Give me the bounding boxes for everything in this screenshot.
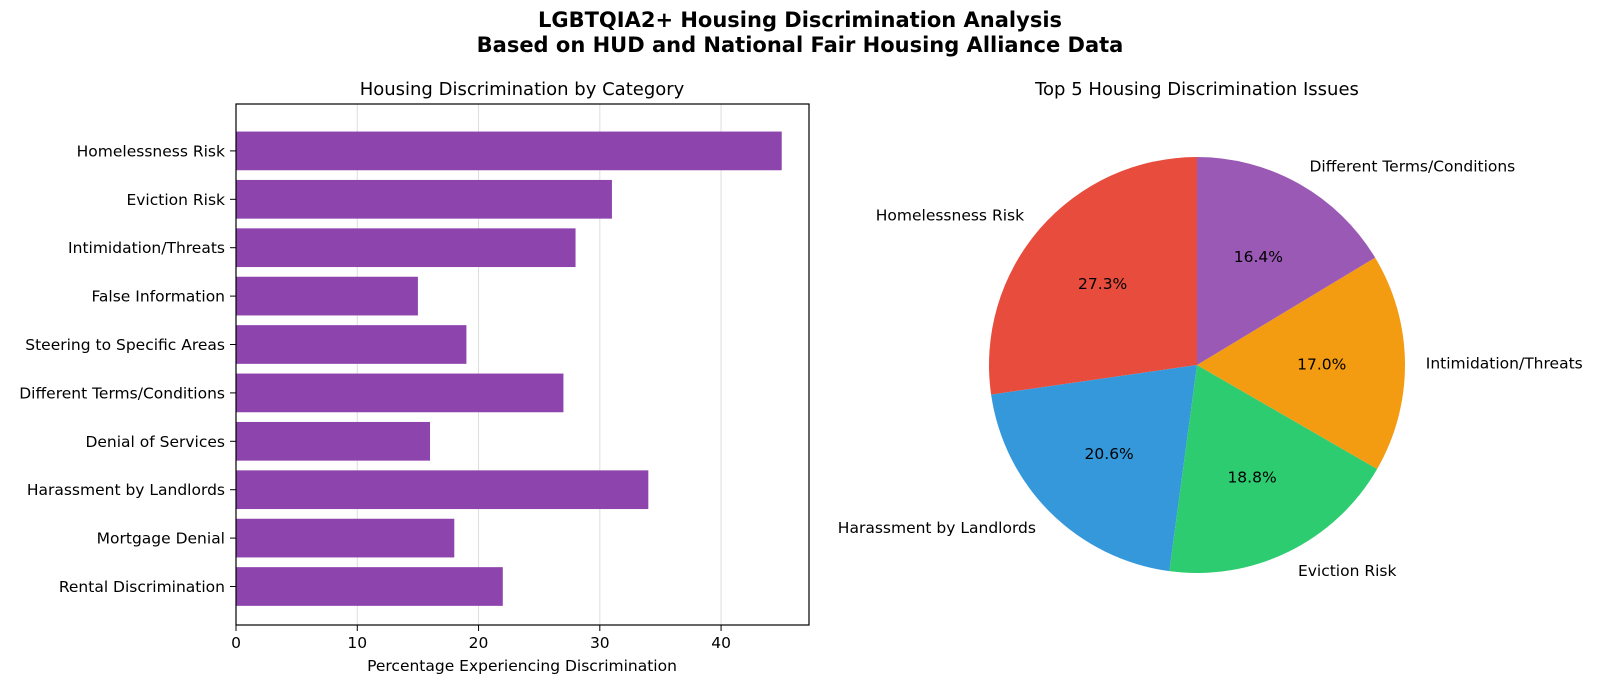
bar-chart-category-label: Homelessness Risk [77,142,225,160]
pie-chart: Top 5 Housing Discrimination Issues 27.3… [838,79,1583,580]
bar-chart-category-label: Eviction Risk [126,191,225,209]
bar-intimidation-threats [236,228,576,268]
figure-title: LGBTQIA2+ Housing Discrimination Analysi… [0,8,1600,58]
bar-chart-category-label: Mortgage Denial [97,530,225,548]
bar-chart-x-axis-label: Percentage Experiencing Discrimination [367,657,677,675]
pie-slice-eviction-risk [1169,365,1378,573]
bar-mortgage-denial [236,518,455,558]
bar-chart-category-label: Steering to Specific Areas [25,336,225,354]
bar-chart-x-tick-label: 40 [711,634,731,652]
bar-chart-bars [236,131,782,606]
pie-percent-label: 27.3% [1078,275,1127,293]
bar-chart-category-label: Denial of Services [85,433,225,451]
bar-different-terms-conditions [236,373,564,413]
figure-title-line-1: LGBTQIA2+ Housing Discrimination Analysi… [537,8,1063,32]
bar-chart-x-ticks: 0 10 20 30 40 [231,625,731,652]
bar-homelessness-risk [236,131,782,171]
bar-chart-category-label: Different Terms/Conditions [19,384,225,402]
bar-chart-x-tick-label: 20 [469,634,489,652]
bar-rental-discrimination [236,567,503,606]
bar-chart-frame [235,103,810,626]
pie-percent-label: 17.0% [1297,355,1346,373]
bar-chart-x-tick-label: 0 [231,634,241,652]
pie-chart-labels: 27.3% Homelessness Risk 20.6% Harassment by… [838,157,1583,580]
pie-slice-homelessness-risk [988,157,1197,395]
pie-percent-label: 20.6% [1085,445,1134,463]
bar-chart: Housing Discrimination by Category Renta… [19,79,810,675]
pie-category-label: Homelessness Risk [876,207,1024,225]
pie-percent-label: 18.8% [1227,468,1276,486]
pie-percent-label: 16.4% [1234,248,1283,266]
pie-category-label: Intimidation/Threats [1426,354,1583,372]
bar-chart-x-tick-label: 30 [590,634,610,652]
bar-steering-to-specific-areas [236,325,467,364]
bar-chart-category-label: Intimidation/Threats [68,239,225,257]
bar-chart-category-label: Harassment by Landlords [27,481,225,499]
bar-chart-title: Housing Discrimination by Category [360,79,685,100]
bar-denial-of-services [236,421,431,461]
figure-title-line-2: Based on HUD and National Fair Housing A… [476,33,1124,57]
bar-false-information [236,276,418,316]
pie-chart-slices [988,157,1406,573]
pie-category-label: Harassment by Landlords [838,519,1036,537]
pie-category-label: Different Terms/Conditions [1310,157,1516,175]
pie-chart-title: Top 5 Housing Discrimination Issues [1034,79,1359,100]
bar-chart-category-label: False Information [91,288,225,306]
bar-chart-y-ticks: Rental Discrimination Mortgage Denial Hara… [19,142,236,596]
pie-slice-different-terms-conditions [1197,157,1376,365]
pie-slice-intimidation-threats [1197,257,1406,469]
pie-slice-harassment-by-landlords [991,365,1197,572]
pie-category-label: Eviction Risk [1298,562,1397,580]
bar-harassment-by-landlords [236,470,649,510]
bar-eviction-risk [236,179,612,219]
bar-chart-x-tick-label: 10 [347,634,367,652]
bar-chart-category-label: Rental Discrimination [59,578,225,596]
